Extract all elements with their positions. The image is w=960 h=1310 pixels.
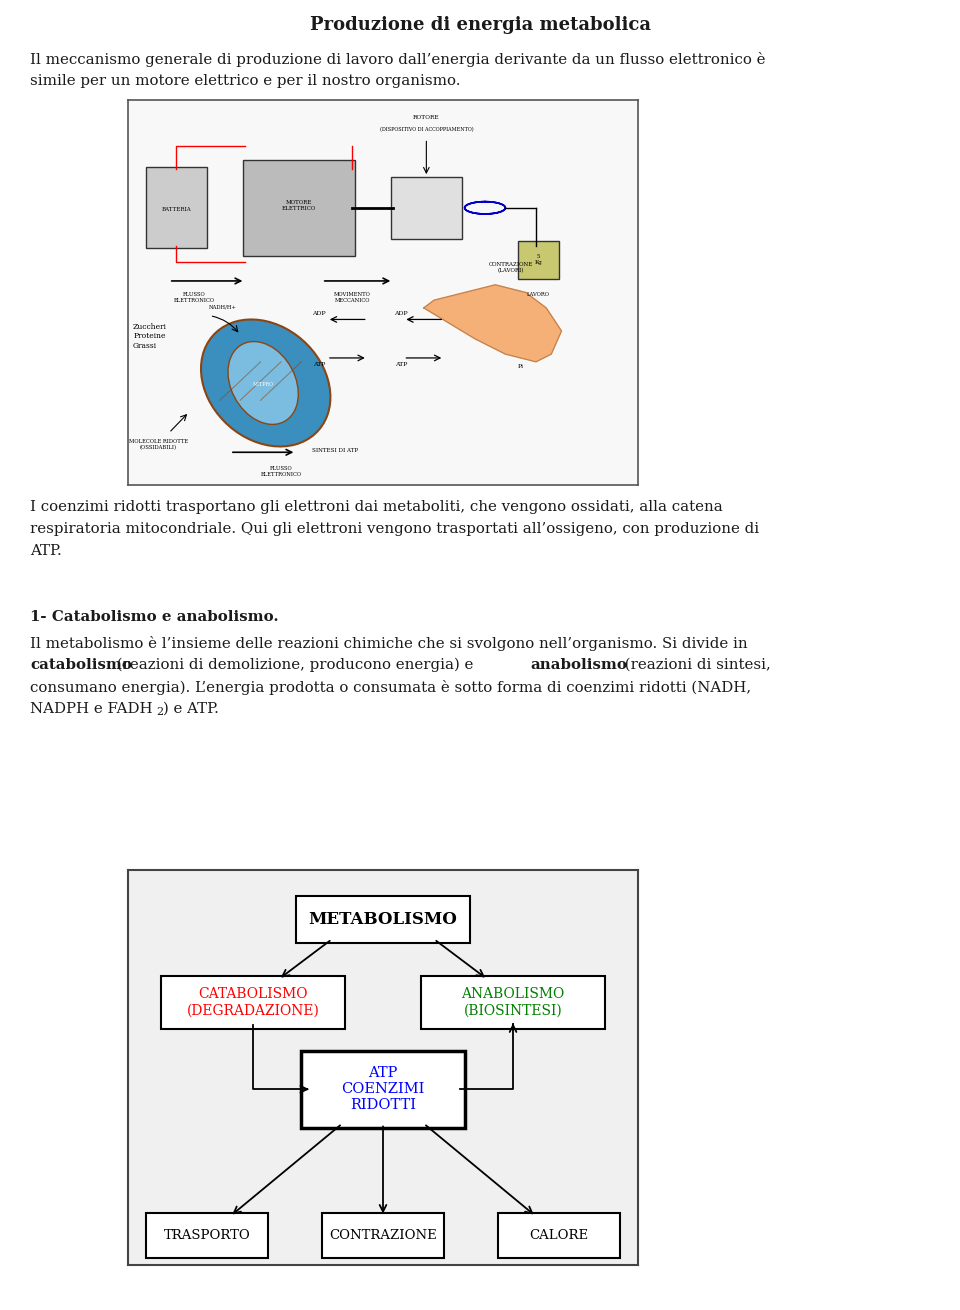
Text: (reazioni di demolizione, producono energia) e: (reazioni di demolizione, producono ener… (112, 658, 478, 672)
Text: TRASPORTO: TRASPORTO (163, 1229, 251, 1242)
Text: ROTORE: ROTORE (413, 115, 440, 121)
Text: CALORE: CALORE (529, 1229, 588, 1242)
Text: METABOLISMO: METABOLISMO (308, 910, 457, 927)
Text: FLUSSO
ELETTRONICO: FLUSSO ELETTRONICO (174, 292, 215, 304)
Text: MOVIMENTO
MECCANICO: MOVIMENTO MECCANICO (334, 292, 371, 304)
Text: MITPRO: MITPRO (252, 383, 274, 388)
Text: (reazioni di sintesi,: (reazioni di sintesi, (620, 658, 771, 672)
Text: ATP.: ATP. (30, 544, 61, 558)
Text: LAVORO: LAVORO (527, 292, 550, 297)
FancyBboxPatch shape (297, 896, 469, 943)
Text: Produzione di energia metabolica: Produzione di energia metabolica (309, 16, 651, 34)
FancyBboxPatch shape (322, 1213, 444, 1258)
Text: ATP: ATP (313, 362, 325, 367)
Text: 2: 2 (156, 707, 163, 717)
Text: ATP
COENZIMI
RIDOTTI: ATP COENZIMI RIDOTTI (342, 1066, 424, 1112)
Text: (DISPOSITIVO DI ACCOPPIAMENTO): (DISPOSITIVO DI ACCOPPIAMENTO) (379, 127, 473, 132)
Text: simile per un motore elettrico e per il nostro organismo.: simile per un motore elettrico e per il … (30, 73, 461, 88)
Text: ATP: ATP (395, 362, 407, 367)
Text: respiratoria mitocondriale. Qui gli elettroni vengono trasportati all’ossigeno, : respiratoria mitocondriale. Qui gli elet… (30, 521, 759, 536)
Text: ANABOLISMO
(BIOSINTESI): ANABOLISMO (BIOSINTESI) (462, 988, 564, 1018)
Text: 5
Kg: 5 Kg (535, 254, 542, 265)
Text: anabolismo: anabolismo (530, 658, 627, 672)
Text: I coenzimi ridotti trasportano gli elettroni dai metaboliti, che vengono ossidat: I coenzimi ridotti trasportano gli elett… (30, 500, 723, 514)
FancyBboxPatch shape (518, 241, 559, 279)
Text: MOLECOLE RIDOTTE
(OSSIDABILI): MOLECOLE RIDOTTE (OSSIDABILI) (129, 439, 188, 449)
FancyBboxPatch shape (421, 976, 605, 1028)
FancyBboxPatch shape (497, 1213, 620, 1258)
Text: catabolismo: catabolismo (30, 658, 132, 672)
Text: Pi: Pi (517, 364, 524, 369)
Text: CONTRAZIONE: CONTRAZIONE (329, 1229, 437, 1242)
Text: Zuccheri
Proteine
Grassi: Zuccheri Proteine Grassi (133, 324, 167, 350)
Text: consumano energia). L’energia prodotta o consumata è sotto forma di coenzimi rid: consumano energia). L’energia prodotta o… (30, 680, 751, 696)
Ellipse shape (201, 320, 330, 447)
FancyBboxPatch shape (243, 160, 355, 255)
Text: FLUSSO
ELETTRONICO: FLUSSO ELETTRONICO (260, 466, 301, 477)
Text: 1- Catabolismo e anabolismo.: 1- Catabolismo e anabolismo. (30, 610, 278, 624)
Text: ADP: ADP (312, 310, 326, 316)
Text: Il metabolismo è l’insieme delle reazioni chimiche che si svolgono nell’organism: Il metabolismo è l’insieme delle reazion… (30, 635, 748, 651)
FancyBboxPatch shape (146, 1213, 268, 1258)
FancyBboxPatch shape (391, 177, 462, 238)
Text: CATABOLISMO
(DEGRADAZIONE): CATABOLISMO (DEGRADAZIONE) (186, 988, 320, 1018)
Text: ) e ATP.: ) e ATP. (163, 702, 219, 717)
Text: ADP: ADP (394, 310, 408, 316)
Polygon shape (423, 284, 562, 362)
FancyBboxPatch shape (301, 1051, 465, 1128)
Text: MOTORE
ELETTRICO: MOTORE ELETTRICO (281, 200, 316, 211)
FancyBboxPatch shape (146, 168, 207, 248)
Text: NADPH e FADH: NADPH e FADH (30, 702, 153, 717)
Text: CONTRAZIONE
(LAVORI): CONTRAZIONE (LAVORI) (489, 262, 533, 274)
Text: SINTESI DI ATP: SINTESI DI ATP (312, 448, 358, 453)
Ellipse shape (228, 342, 299, 424)
Text: Il meccanismo generale di produzione di lavoro dall’energia derivante da un flus: Il meccanismo generale di produzione di … (30, 52, 765, 67)
FancyBboxPatch shape (161, 976, 345, 1028)
Text: BATTERIA: BATTERIA (161, 207, 191, 212)
Text: NADH/H+: NADH/H+ (208, 305, 236, 310)
